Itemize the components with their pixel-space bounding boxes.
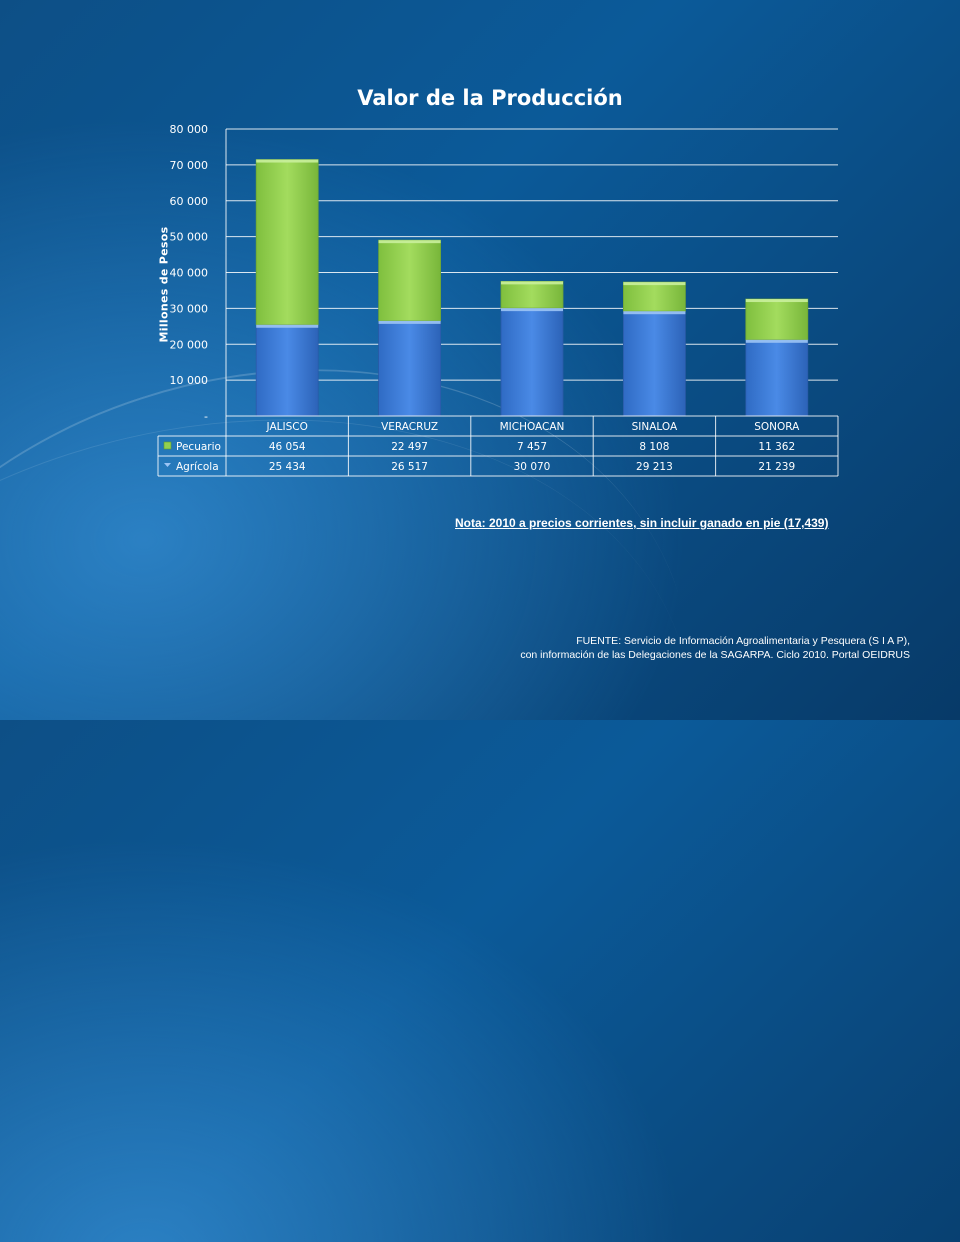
bar-agricola-bevel [623,311,686,315]
data-label: 11 362 [758,441,795,453]
y-tick-label: 30 000 [170,302,209,315]
y-tick-label: 60 000 [170,195,209,208]
y-tick-label: - [204,410,208,423]
y-tick-label: 70 000 [170,159,209,172]
bar-pecuario-bevel [378,240,441,244]
data-label: 22 497 [391,441,428,453]
bar-agricola [623,310,686,417]
bar-agricola [500,307,564,417]
data-label: 26 517 [391,461,428,473]
bar-pecuario-bevel [745,299,808,303]
bar-pecuario [500,280,564,309]
data-label: 25 434 [269,461,306,473]
chart-canvas: - 10 000 20 000 30 000 40 000 50 000 60 000 70 … [163,123,809,473]
source-line-2: con información de las Delegaciones de l… [520,649,910,661]
data-label: 29 213 [636,461,673,473]
footnote: Nota: 2010 a precios corrientes, sin inc… [455,516,829,530]
legend-label: Agrícola [176,461,219,473]
bar-agricola-bevel [745,339,808,343]
x-tick-label: VERACRUZ [381,421,438,433]
legend-key-agricola [164,463,171,467]
data-label: 46 054 [269,441,306,453]
y-tick-label: 50 000 [170,231,209,244]
bar-pecuario [378,239,442,322]
bar-pecuario-bevel [501,281,563,285]
x-tick-label: JALISCO [266,421,308,433]
bar-pecuario-bevel [623,282,686,286]
bar-pecuario [255,159,319,326]
bar-agricola-bevel [501,308,563,312]
data-label: 7 457 [517,441,547,453]
x-tick-label: SONORA [754,421,800,433]
data-label: 21 239 [758,461,795,473]
y-tick-label: 20 000 [170,338,209,351]
data-label: 8 108 [639,441,669,453]
chart-title: Valor de la Producción [357,86,623,110]
x-tick-label: SINALOA [632,421,678,433]
bar-agricola [378,320,442,417]
legend-label: Pecuario [176,441,221,453]
y-tick-label: 40 000 [170,267,209,280]
bar-pecuario [745,298,809,341]
bar-pecuario [623,281,686,312]
source-citation: FUENTE: Servicio de Información Agroalim… [520,634,910,662]
bar-agricola-bevel [256,324,319,328]
data-label: 30 070 [514,461,551,473]
bar-agricola [255,324,319,417]
y-tick-label: 80 000 [170,123,209,136]
y-tick-label: 10 000 [170,374,209,387]
legend-key-pecuario [163,441,172,450]
source-line-1: FUENTE: Servicio de Información Agroalim… [576,635,910,647]
bar-pecuario-bevel [256,159,319,163]
x-tick-label: MICHOACAN [500,421,565,433]
bar-agricola-bevel [378,320,441,324]
bar-agricola [745,339,809,417]
